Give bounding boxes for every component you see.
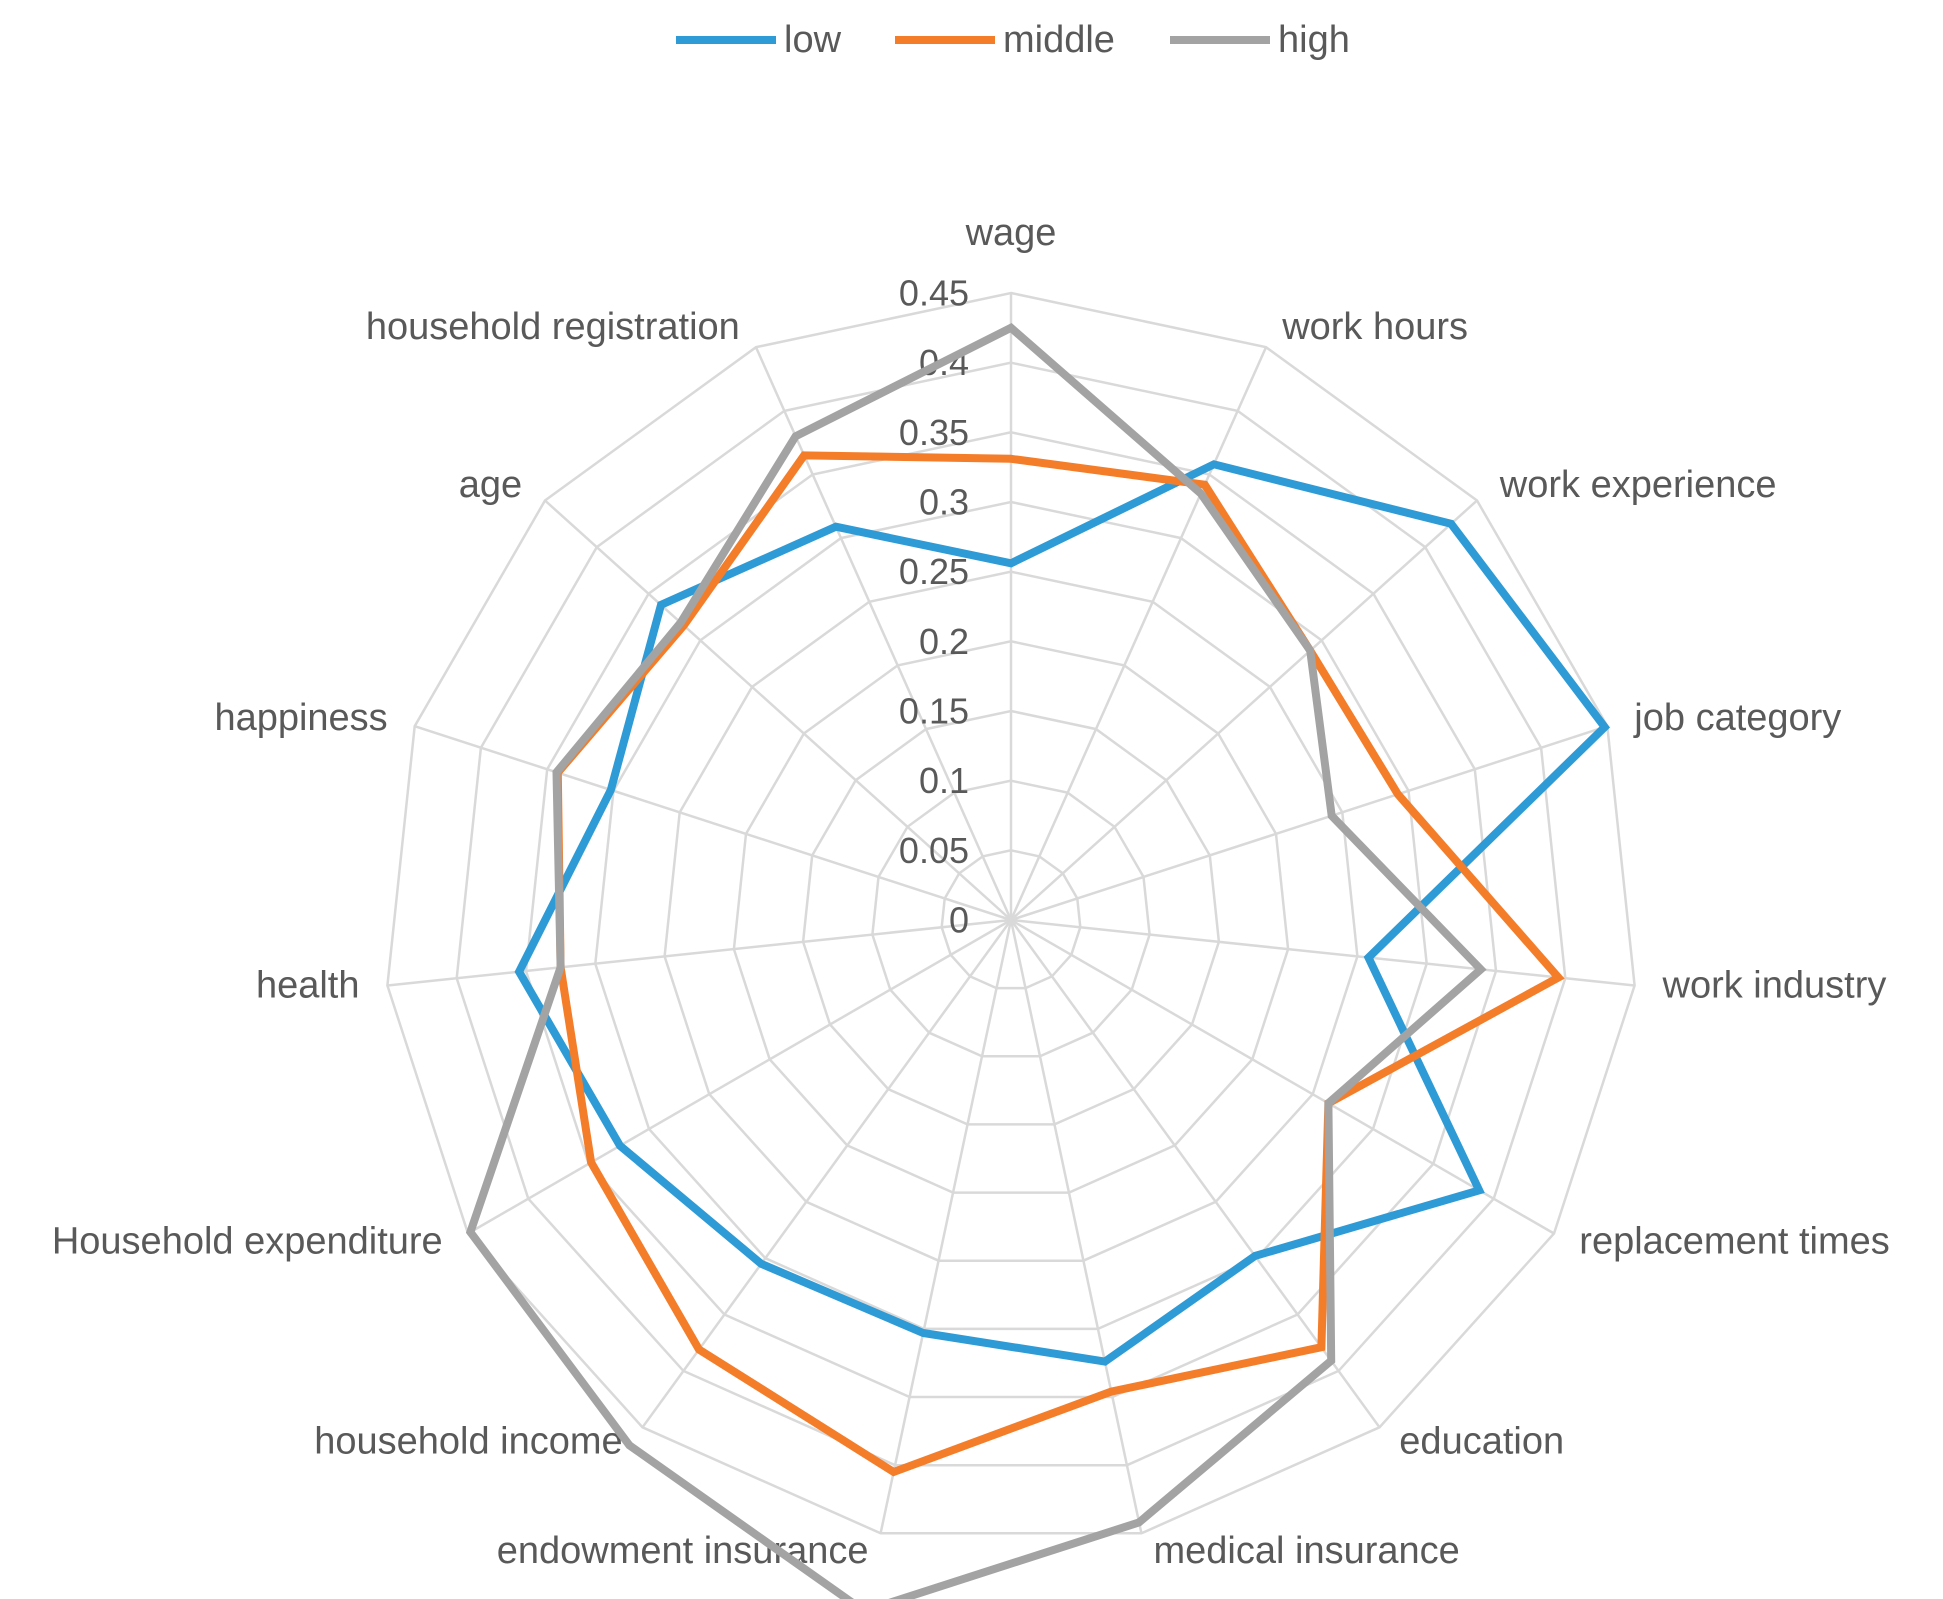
category-label: household income [314, 1420, 622, 1462]
spoke-14 [754, 346, 1013, 921]
grid-ring-9 [386, 291, 1636, 1535]
category-label: endowment insurance [497, 1530, 869, 1572]
spoke-9 [641, 919, 1013, 1429]
category-label: Household expenditure [52, 1221, 443, 1263]
grid-ring-5 [663, 570, 1359, 1262]
spoke-1 [1009, 346, 1268, 921]
spoke-10 [467, 918, 1012, 1235]
spoke-12 [414, 725, 1012, 922]
category-label: replacement times [1579, 1221, 1889, 1263]
tick-label: 0.2 [919, 621, 969, 662]
grid-ring-8 [455, 361, 1567, 1467]
spoke-7 [1009, 919, 1143, 1534]
category-label: work hours [1281, 306, 1468, 348]
category-label: household registration [366, 306, 740, 348]
legend-label-high: high [1278, 19, 1350, 61]
grid-ring-2 [871, 779, 1151, 1058]
tick-label: 0.35 [899, 412, 969, 453]
category-label: wage [965, 212, 1057, 254]
series-middle-line [553, 451, 1565, 1477]
grid-ring-3 [801, 709, 1221, 1126]
legend: low middle high [676, 19, 1350, 61]
spoke-8 [879, 919, 1013, 1534]
spoke-3 [1010, 725, 1608, 922]
series-high-line [465, 323, 1487, 1599]
spoke-4 [1010, 918, 1635, 987]
category-label: job category [1633, 697, 1841, 739]
category-label: happiness [214, 697, 387, 739]
radial-axis-ticks: 00.050.10.150.20.250.30.350.40.45 [899, 273, 969, 941]
tick-label: 0.3 [919, 482, 969, 523]
grid-ring-7 [524, 431, 1498, 1399]
category-label: education [1399, 1420, 1564, 1462]
tick-label: 0 [949, 900, 969, 941]
tick-label: 0.45 [899, 273, 969, 314]
grid-ring-4 [732, 640, 1290, 1194]
category-label: work industry [1662, 965, 1887, 1007]
spoke-2 [1010, 499, 1478, 921]
tick-label: 0.15 [899, 691, 969, 732]
data-series [465, 323, 1611, 1599]
tick-label: 0.1 [919, 760, 969, 801]
category-label: age [459, 464, 522, 506]
category-label: medical insurance [1154, 1530, 1460, 1572]
legend-label-middle: middle [1003, 19, 1115, 61]
tick-label: 0.05 [899, 830, 969, 871]
category-label: health [256, 965, 360, 1007]
series-low-line [514, 460, 1611, 1366]
spoke-5 [1010, 918, 1555, 1235]
tick-label: 0.25 [899, 551, 969, 592]
spoke-13 [544, 499, 1012, 921]
grid-ring-6 [594, 500, 1428, 1331]
legend-label-low: low [784, 19, 842, 61]
category-labels: wage work hours work experience job categor… [52, 212, 1890, 1572]
grid-ring-1 [940, 849, 1082, 990]
category-label: work experience [1499, 464, 1777, 506]
radar-grid [386, 291, 1636, 1535]
spoke-11 [387, 918, 1012, 987]
